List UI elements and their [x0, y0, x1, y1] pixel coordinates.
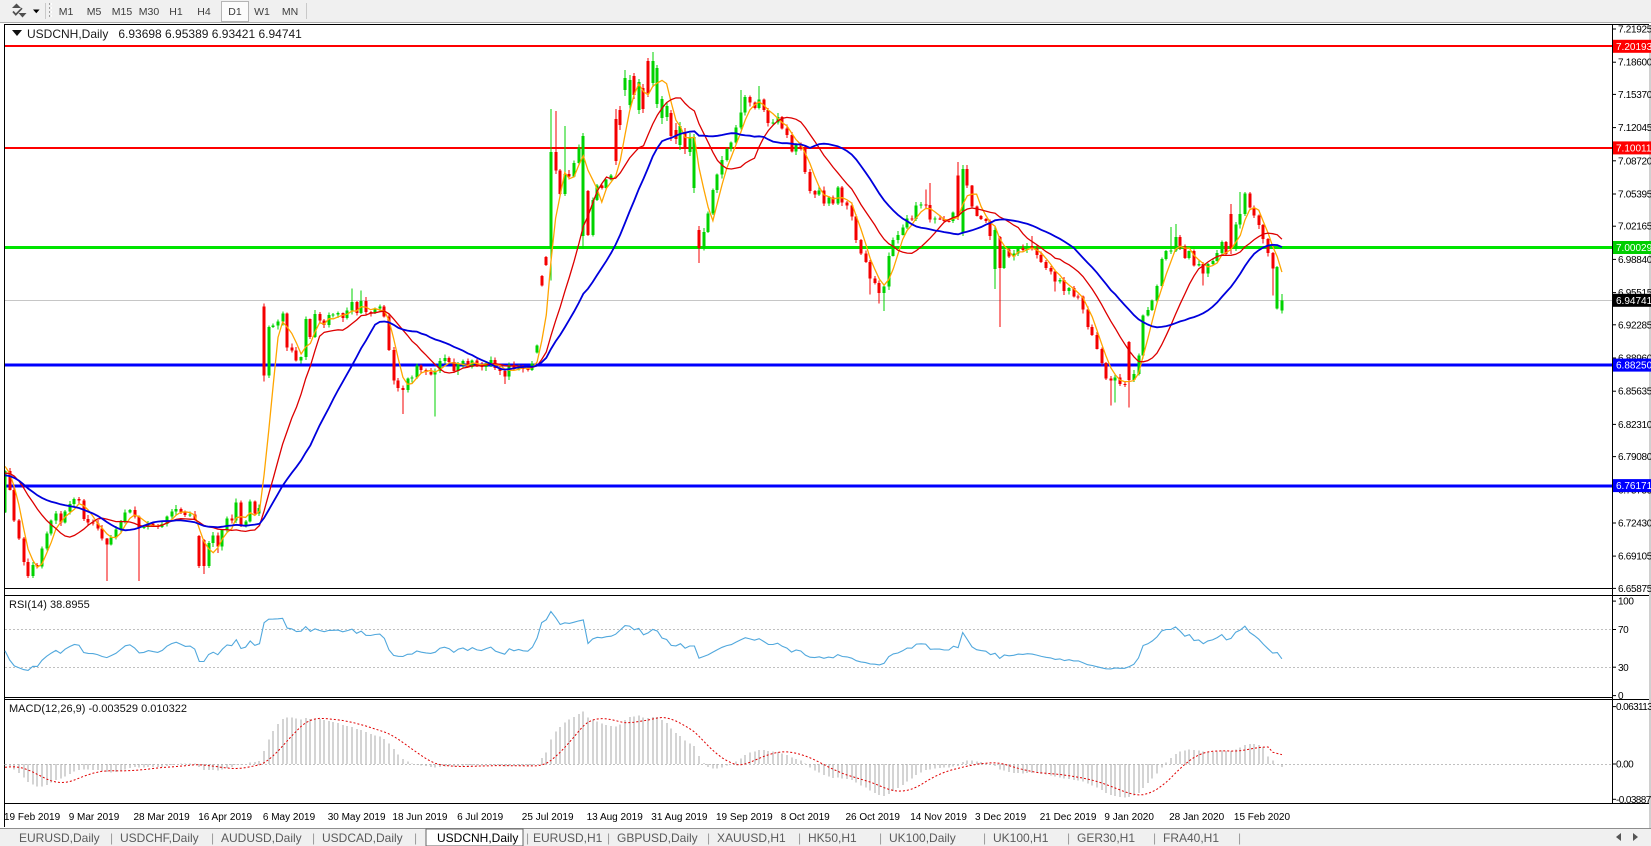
svg-text:FRA40,H1: FRA40,H1 [1163, 831, 1219, 845]
svg-text:6.69105: 6.69105 [1618, 552, 1651, 563]
svg-text:21 Dec 2019: 21 Dec 2019 [1040, 812, 1097, 823]
svg-text:7.21925: 7.21925 [1618, 25, 1651, 36]
svg-text:XAUUSD,H1: XAUUSD,H1 [717, 831, 786, 845]
svg-text:UK100,Daily: UK100,Daily [889, 831, 956, 845]
svg-text:USDCNH,Daily: USDCNH,Daily [437, 831, 518, 845]
svg-text:6 May 2019: 6 May 2019 [263, 812, 316, 823]
svg-text:M15: M15 [112, 6, 133, 18]
svg-text:9 Mar 2019: 9 Mar 2019 [69, 812, 120, 823]
svg-text:18 Jun 2019: 18 Jun 2019 [392, 812, 447, 823]
svg-text:GER30,H1: GER30,H1 [1077, 831, 1135, 845]
svg-text:19 Sep 2019: 19 Sep 2019 [716, 812, 773, 823]
svg-text:|: | [312, 831, 315, 845]
svg-text:W1: W1 [254, 6, 270, 18]
svg-text:-0.03887: -0.03887 [1616, 795, 1651, 806]
svg-text:USDCHF,Daily: USDCHF,Daily [120, 831, 199, 845]
svg-text:|: | [1153, 831, 1156, 845]
svg-text:25 Jul 2019: 25 Jul 2019 [522, 812, 574, 823]
svg-text:7.12045: 7.12045 [1618, 123, 1651, 134]
svg-text:M1: M1 [59, 6, 74, 18]
svg-text:6 Jul 2019: 6 Jul 2019 [457, 812, 504, 823]
svg-text:RSI(14) 38.8955: RSI(14) 38.8955 [9, 599, 90, 611]
svg-text:19 Feb 2019: 19 Feb 2019 [4, 812, 61, 823]
svg-text:7.05395: 7.05395 [1618, 190, 1651, 201]
svg-text:6.72430: 6.72430 [1618, 519, 1651, 530]
svg-text:MN: MN [282, 6, 298, 18]
svg-text:7.10011: 7.10011 [1616, 143, 1651, 154]
svg-text:EURUSD,H1: EURUSD,H1 [533, 831, 603, 845]
svg-text:9 Jan 2020: 9 Jan 2020 [1104, 812, 1154, 823]
svg-text:7.20193: 7.20193 [1616, 42, 1651, 53]
svg-text:6.79080: 6.79080 [1618, 452, 1651, 463]
svg-text:14 Nov 2019: 14 Nov 2019 [910, 812, 967, 823]
svg-text:|: | [211, 831, 214, 845]
svg-text:|: | [798, 831, 801, 845]
svg-text:|: | [983, 831, 986, 845]
svg-text:|: | [879, 831, 882, 845]
svg-text:H1: H1 [169, 6, 183, 18]
svg-text:6.92285: 6.92285 [1618, 320, 1651, 331]
svg-text:H4: H4 [197, 6, 211, 18]
svg-text:100: 100 [1618, 597, 1634, 608]
svg-text:0: 0 [1618, 691, 1624, 702]
svg-text:0.063113: 0.063113 [1616, 702, 1651, 713]
svg-text:31 Aug 2019: 31 Aug 2019 [651, 812, 708, 823]
svg-text:|: | [526, 831, 529, 845]
svg-text:MACD(12,26,9) -0.003529 0.0103: MACD(12,26,9) -0.003529 0.010322 [9, 703, 187, 715]
svg-text:7.02165: 7.02165 [1618, 222, 1651, 233]
svg-text:UK100,H1: UK100,H1 [993, 831, 1049, 845]
svg-text:M5: M5 [87, 6, 102, 18]
svg-text:USDCNH,Daily 6.93698 6.95389: USDCNH,Daily 6.93698 6.95389 6.93421 6.9… [27, 27, 302, 41]
svg-text:0.00: 0.00 [1616, 760, 1634, 771]
svg-text:28 Mar 2019: 28 Mar 2019 [134, 812, 191, 823]
svg-text:|: | [414, 831, 417, 845]
svg-text:7.15370: 7.15370 [1618, 90, 1651, 101]
svg-text:|: | [1238, 831, 1241, 845]
svg-text:28 Jan 2020: 28 Jan 2020 [1169, 812, 1224, 823]
svg-text:6.94741: 6.94741 [1616, 296, 1651, 307]
svg-text:30: 30 [1618, 663, 1629, 674]
svg-text:USDCAD,Daily: USDCAD,Daily [322, 831, 403, 845]
svg-text:26 Oct 2019: 26 Oct 2019 [846, 812, 901, 823]
svg-text:AUDUSD,Daily: AUDUSD,Daily [221, 831, 302, 845]
svg-text:GBPUSD,Daily: GBPUSD,Daily [617, 831, 698, 845]
svg-text:30 May 2019: 30 May 2019 [328, 812, 386, 823]
svg-text:6.88250: 6.88250 [1616, 361, 1651, 372]
svg-text:6.95515: 6.95515 [1618, 288, 1651, 299]
svg-text:|: | [1067, 831, 1070, 845]
svg-text:6.82310: 6.82310 [1618, 420, 1651, 431]
svg-text:D1: D1 [228, 6, 242, 18]
svg-text:HK50,H1: HK50,H1 [808, 831, 857, 845]
svg-text:8 Oct 2019: 8 Oct 2019 [781, 812, 830, 823]
svg-text:7.00029: 7.00029 [1616, 243, 1651, 254]
svg-text:15 Feb 2020: 15 Feb 2020 [1234, 812, 1291, 823]
svg-text:13 Aug 2019: 13 Aug 2019 [587, 812, 644, 823]
svg-text:|: | [707, 831, 710, 845]
svg-text:M30: M30 [139, 6, 160, 18]
svg-text:EURUSD,Daily: EURUSD,Daily [19, 831, 100, 845]
svg-text:6.98840: 6.98840 [1618, 255, 1651, 266]
svg-text:7.08720: 7.08720 [1618, 156, 1651, 167]
svg-text:7.18600: 7.18600 [1618, 58, 1651, 69]
svg-text:6.76171: 6.76171 [1616, 481, 1651, 492]
svg-text:70: 70 [1618, 625, 1629, 636]
svg-text:16 Apr 2019: 16 Apr 2019 [198, 812, 252, 823]
svg-text:6.85635: 6.85635 [1618, 387, 1651, 398]
svg-text:3 Dec 2019: 3 Dec 2019 [975, 812, 1027, 823]
svg-text:|: | [607, 831, 610, 845]
svg-text:6.65875: 6.65875 [1618, 584, 1651, 595]
svg-text:|: | [110, 831, 113, 845]
